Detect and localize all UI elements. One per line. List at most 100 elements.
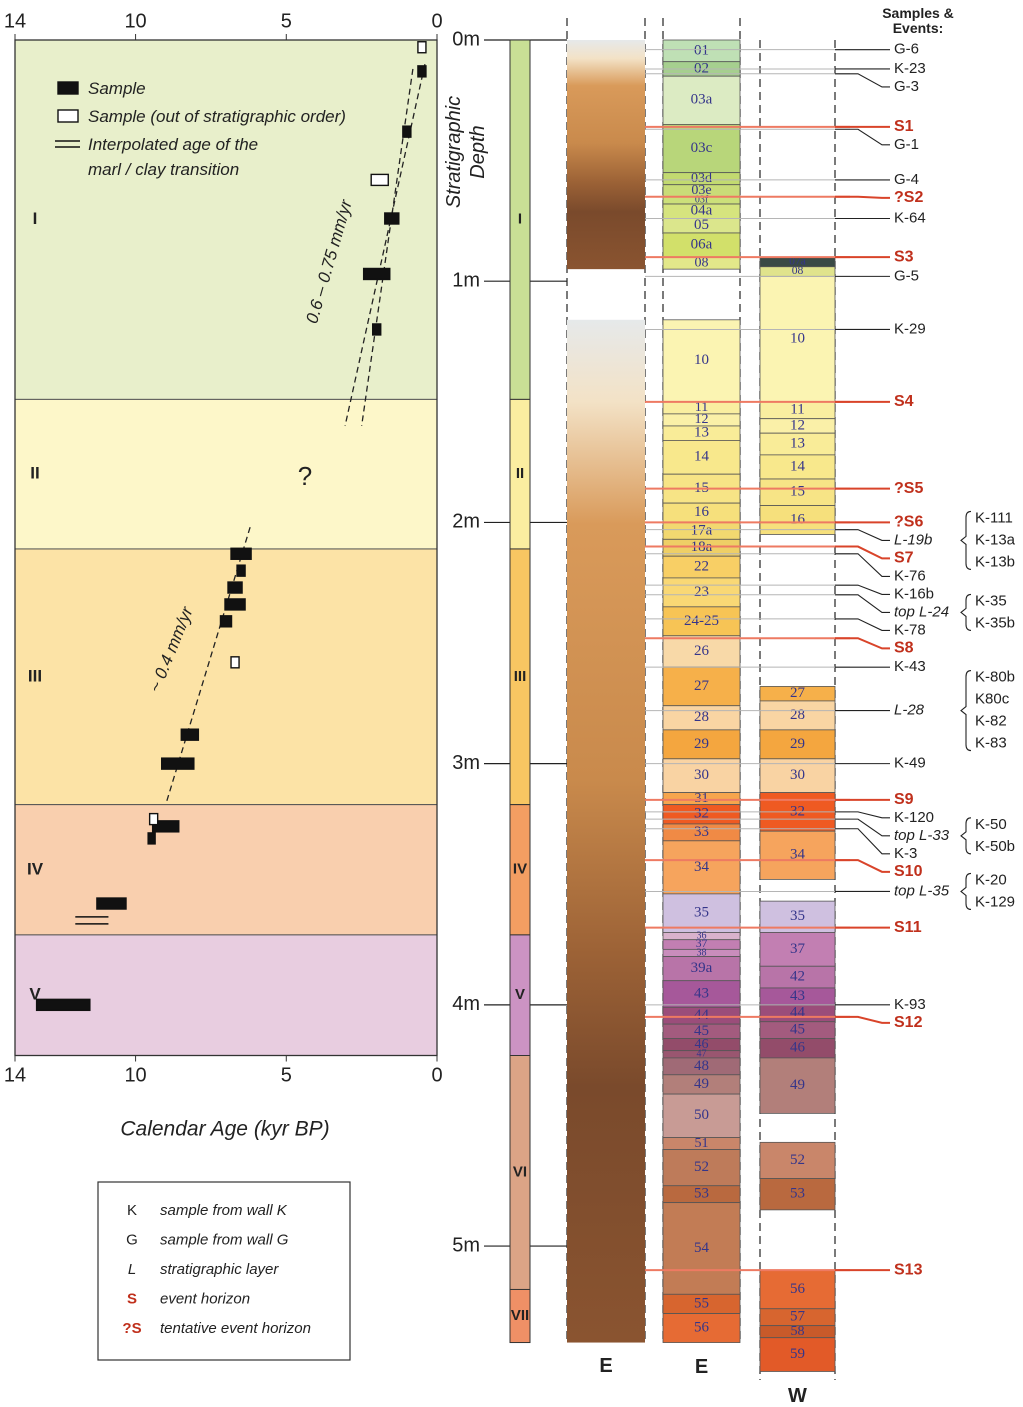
zone-band [14, 39, 438, 400]
layer-label: 46 [694, 1036, 708, 1052]
sample-label: K-3 [894, 845, 917, 862]
layer-label: 03f [695, 195, 709, 206]
unit-label: V [515, 986, 525, 1003]
event-label: S10 [894, 863, 923, 880]
layer-label: 58 [790, 1323, 804, 1339]
layer-label: 28 [790, 707, 805, 723]
group-sample-label: K-13b [975, 553, 1015, 570]
leader [835, 128, 890, 146]
layer-label: 24-25 [684, 613, 719, 629]
layer-label: 35 [790, 908, 805, 924]
sample-marker [224, 598, 246, 611]
legend-label-box: Interpolated age of the marl / clay tran… [88, 135, 259, 179]
legend-label: Sample [88, 79, 146, 98]
sample-marker [147, 832, 156, 845]
layer-label: 52 [694, 1159, 709, 1175]
depth-tick-label: 5m [452, 1234, 480, 1256]
layer-label: 03c [691, 140, 713, 156]
layer-label: 45 [790, 1022, 805, 1038]
event-label: S9 [894, 791, 914, 808]
sample-label: K-16b [894, 585, 934, 602]
layer-label: 31 [694, 790, 708, 806]
unit-band [509, 1288, 531, 1344]
sample-label: G-3 [894, 78, 919, 95]
zone-band [14, 934, 438, 1056]
layer-label: 30 [694, 767, 709, 783]
layer-label: 13 [694, 425, 709, 441]
layer-label: 10 [790, 331, 805, 347]
layer-label: 43 [790, 988, 805, 1004]
leader [835, 584, 890, 595]
layer [759, 700, 836, 731]
layer-label: 03e [691, 182, 711, 198]
layer-label: 56 [694, 1320, 710, 1336]
layer-label: 29 [694, 736, 709, 752]
sample-label: K-78 [894, 621, 926, 638]
brace [960, 872, 972, 911]
unit-label: II [516, 465, 524, 482]
legend-label: Sample (out of stratigraphic order) [88, 107, 346, 126]
layer-label: 32 [790, 803, 805, 819]
layer-label: 28 [694, 709, 709, 725]
layer-label: 38 [697, 947, 707, 958]
layer-label: 57 [790, 1309, 806, 1325]
layer-label: 33 [694, 824, 709, 840]
sample-label: K-43 [894, 658, 926, 675]
layer [759, 1057, 836, 1114]
brace [960, 670, 972, 752]
legend-text: sample from wall K [160, 1202, 288, 1219]
x-tick-label: 14 [4, 10, 26, 32]
depth-tick-label: 1m [452, 269, 480, 291]
leader [835, 553, 890, 577]
zone-band [14, 804, 438, 936]
layer [662, 635, 741, 668]
layer-label: 11 [695, 399, 709, 415]
sample-label: K-76 [894, 567, 926, 584]
layer [662, 440, 741, 475]
group-sample-label: K-80b [975, 669, 1015, 686]
x-tick-label: 5 [281, 10, 292, 32]
event-label: S4 [894, 393, 914, 410]
sample-marker [417, 41, 427, 54]
layer-label: 47 [697, 1049, 707, 1060]
sample-label: L-28 [894, 702, 925, 719]
event-label: ?S6 [894, 514, 923, 531]
depth-tick-label: 2m [452, 511, 480, 533]
event-label: S11 [894, 919, 922, 936]
sample-label: L-19b [894, 531, 932, 548]
sample-label: top L-35 [894, 882, 950, 899]
unit-label: I [518, 211, 522, 228]
event-label: S7 [894, 550, 914, 567]
sample-marker [151, 820, 180, 833]
sample-marker [148, 812, 159, 826]
log-label: W [788, 1385, 807, 1407]
brace [960, 510, 972, 570]
leader [835, 811, 890, 819]
layer-label: 42 [790, 969, 805, 985]
trend-line [344, 63, 426, 427]
layer-label: 53 [694, 1186, 709, 1202]
legend-symbol: K [127, 1202, 137, 1219]
layer-label: 04a [691, 203, 713, 219]
zone-label: II [30, 464, 39, 483]
layer-label: 14 [694, 449, 710, 465]
layer-label: 15 [790, 484, 805, 500]
sample-marker [384, 212, 400, 225]
log-label: E [695, 1356, 708, 1378]
zone-label: III [28, 666, 42, 685]
layer-label: 45 [694, 1023, 709, 1039]
brace [960, 817, 972, 855]
layer [662, 1093, 741, 1138]
events-title: Samples & Events: [882, 6, 954, 36]
layer-label: 43 [694, 985, 709, 1001]
zone-label: IV [27, 859, 44, 878]
group-sample-label: K80c [975, 691, 1010, 708]
zone-band [14, 548, 438, 806]
layer-label: 16 [694, 504, 710, 520]
x-tick-label: 10 [124, 1064, 146, 1086]
event-label: ?S5 [894, 480, 923, 497]
layer-label: 17a [691, 522, 713, 538]
legend-label: Interpolated age of the marl / clay tran… [88, 135, 259, 179]
sample-marker [160, 757, 195, 770]
layer [759, 454, 836, 480]
